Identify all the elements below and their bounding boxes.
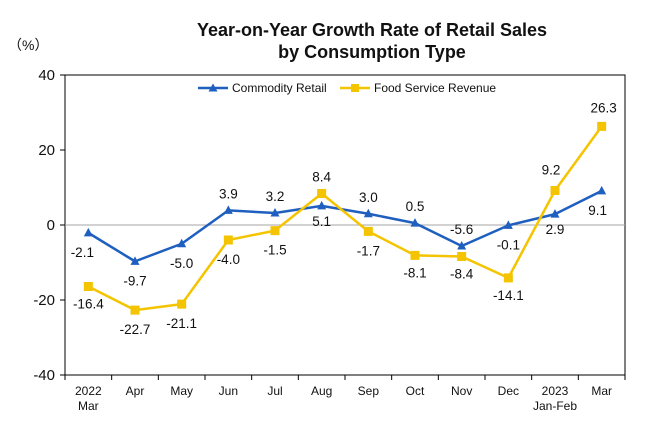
x-tick-label: Sep xyxy=(358,384,380,398)
commodity-retail-point xyxy=(503,220,513,229)
commodity-retail-point xyxy=(597,185,607,195)
food-service-data-label: -1.7 xyxy=(357,243,380,258)
commodity-retail-data-label: -9.7 xyxy=(123,273,146,288)
commodity-retail-point xyxy=(410,218,420,227)
x-tick-label: Apr xyxy=(126,384,145,398)
commodity-retail-data-label: 9.1 xyxy=(588,203,607,218)
food-service-point xyxy=(363,226,373,236)
food-service-data-label: -8.4 xyxy=(450,267,474,282)
x-tick-label: Aug xyxy=(311,384,332,398)
y-tick-label: 0 xyxy=(47,217,55,234)
y-tick-label: -40 xyxy=(33,367,55,384)
food-service-point xyxy=(503,273,513,283)
legend-food-label: Food Service Revenue xyxy=(374,81,496,95)
y-axis-unit-label: （%） xyxy=(8,37,48,53)
commodity-retail-data-label: -5.6 xyxy=(450,222,473,237)
food-service-point xyxy=(130,305,140,315)
series-line-food-service xyxy=(87,125,603,312)
food-service-point xyxy=(457,252,467,261)
legend: Commodity Retail Food Service Revenue xyxy=(198,81,496,95)
food-service-data-label: -4.0 xyxy=(217,252,240,267)
commodity-retail-point xyxy=(270,208,280,217)
x-tick-label-sub: Jan-Feb xyxy=(533,399,577,413)
commodity-retail-data-label: -0.1 xyxy=(497,237,520,252)
commodity-retail-data-label: 3.0 xyxy=(359,190,378,205)
food-service-data-label: 26.3 xyxy=(591,100,617,115)
x-tick-label: Mar xyxy=(591,384,612,398)
commodity-retail-data-label: -5.0 xyxy=(170,256,193,271)
x-tick-label: 2023 xyxy=(542,384,569,398)
y-axis: 40 20 0 -20 -40 xyxy=(33,67,65,384)
food-service-data-label: -22.7 xyxy=(120,322,151,337)
food-service-point xyxy=(270,226,280,236)
food-service-data-label: 8.4 xyxy=(312,170,331,185)
commodity-retail-point xyxy=(550,209,560,218)
food-service-point xyxy=(177,299,187,309)
chart-title-line1: Year-on-Year Growth Rate of Retail Sales xyxy=(197,20,547,40)
food-service-point xyxy=(410,250,420,260)
commodity-retail-point xyxy=(317,200,327,210)
x-tick-label: Jul xyxy=(267,384,282,398)
data-labels-layer: -2.1 -9.7 -5.0 3.9 3.2 5.1 3.0 0.5 -5.6 -0.1 2.9 9.… xyxy=(71,100,617,337)
x-tick-label: Dec xyxy=(498,384,519,398)
legend-commodity-marker xyxy=(208,83,218,92)
legend-commodity-label: Commodity Retail xyxy=(232,81,327,95)
food-service-point xyxy=(597,121,607,131)
x-tick-label-sub: Mar xyxy=(78,399,99,413)
commodity-retail-data-label: 2.9 xyxy=(546,222,565,237)
food-service-point xyxy=(83,282,93,291)
commodity-retail-data-label: 5.1 xyxy=(312,214,331,229)
commodity-retail-data-label: 0.5 xyxy=(406,199,425,214)
chart-title-line2: by Consumption Type xyxy=(278,42,466,62)
x-tick-label: Oct xyxy=(406,384,425,398)
food-service-data-label: -16.4 xyxy=(73,297,104,312)
y-tick-label: -20 xyxy=(33,292,55,309)
commodity-retail-point xyxy=(130,256,140,265)
x-tick-label: 2022 xyxy=(75,384,102,398)
food-service-data-label: -14.1 xyxy=(493,288,524,303)
food-service-data-label: -8.1 xyxy=(403,265,426,280)
commodity-retail-point xyxy=(83,227,93,237)
commodity-retail-point xyxy=(177,238,187,248)
commodity-retail-point xyxy=(457,241,467,250)
legend-food-marker xyxy=(351,84,359,92)
y-tick-label: 40 xyxy=(38,67,55,84)
y-tick-label: 20 xyxy=(38,142,55,159)
series-line-commodity-retail xyxy=(87,189,603,263)
commodity-retail-point xyxy=(223,205,233,214)
food-service-data-label: 9.2 xyxy=(542,163,561,178)
food-service-point xyxy=(223,235,233,245)
commodity-retail-data-label: -2.1 xyxy=(71,245,94,260)
food-service-data-label: -1.5 xyxy=(263,243,286,258)
commodity-retail-data-label: 3.9 xyxy=(219,186,238,201)
x-tick-label: Jun xyxy=(219,384,238,398)
food-service-data-label: -21.1 xyxy=(166,316,197,331)
food-service-point xyxy=(317,189,327,198)
x-tick-label: May xyxy=(170,384,193,398)
x-tick-label: Nov xyxy=(451,384,472,398)
commodity-retail-point xyxy=(363,208,373,218)
food-service-point xyxy=(550,186,560,195)
series-layer xyxy=(83,121,607,315)
commodity-retail-data-label: 3.2 xyxy=(266,189,285,204)
